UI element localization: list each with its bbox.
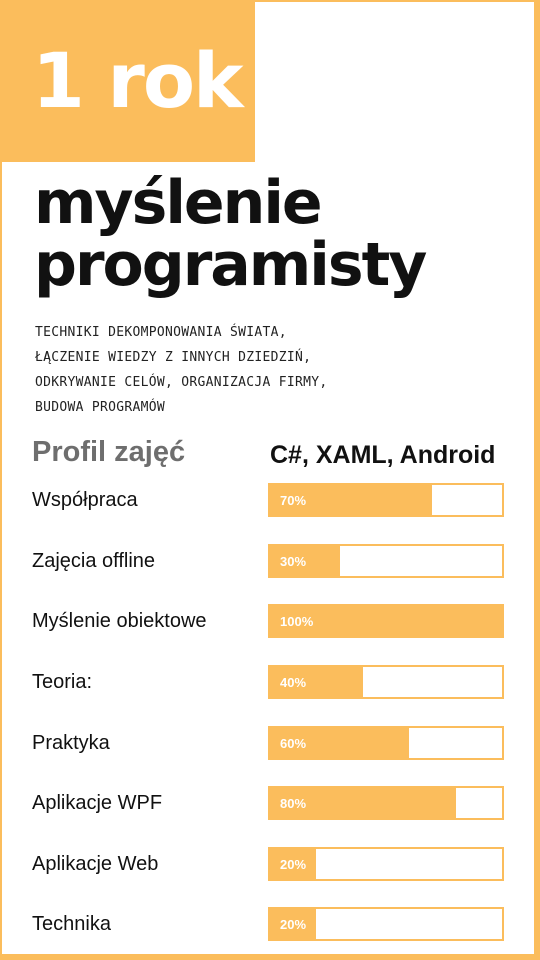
skill-label: Aplikacje Web <box>32 853 159 875</box>
page-title-line-1: myślenie <box>34 168 323 238</box>
skill-progress-bar: 60% <box>268 726 504 760</box>
course-description-line: BUDOWA PROGRAMÓW <box>35 400 166 415</box>
year-badge: 1 rok <box>2 2 255 162</box>
skill-progress-value: 80% <box>280 796 307 811</box>
skill-label: Zajęcia offline <box>32 550 156 572</box>
skill-progress-fill <box>270 485 433 515</box>
skill-progress-bar: 40% <box>268 665 504 699</box>
skill-row-wspolpraca: Współpraca 70% <box>2 483 540 523</box>
profile-heading: Profil zajęć <box>32 436 186 468</box>
skill-label: Aplikacje WPF <box>32 792 163 814</box>
skill-label: Myślenie obiektowe <box>32 610 207 632</box>
skill-label: Współpraca <box>32 489 138 511</box>
skill-progress-fill <box>270 667 363 697</box>
skill-progress-fill <box>270 909 317 939</box>
skill-progress-value: 60% <box>280 736 307 751</box>
skill-progress-bar: 80% <box>268 786 504 820</box>
skill-label: Praktyka <box>32 732 110 754</box>
skill-progress-value: 40% <box>280 675 307 690</box>
skill-progress-value: 70% <box>280 493 307 508</box>
skill-progress-value: 100% <box>280 614 314 629</box>
skill-row-technika: Technika 20% <box>2 907 540 947</box>
skill-progress-fill <box>270 606 502 636</box>
skill-progress-value: 20% <box>280 857 307 872</box>
technologies-heading: C#, XAML, Android <box>270 441 496 469</box>
page-title: myślenie programisty <box>34 168 427 300</box>
page-title-line-2: programisty <box>34 230 427 300</box>
skill-progress-bar: 20% <box>268 847 504 881</box>
skill-progress-fill <box>270 728 410 758</box>
skill-progress-fill <box>270 546 340 576</box>
course-description-line: TECHNIKI DEKOMPONOWANIA ŚWIATA, <box>35 325 287 340</box>
skill-progress-fill <box>270 788 456 818</box>
skill-progress-bar: 70% <box>268 483 504 517</box>
skill-row-zajecia-offline: Zajęcia offline 30% <box>2 544 540 584</box>
skill-progress-bar: 30% <box>268 544 504 578</box>
year-badge-text: 1 rok <box>32 36 244 125</box>
skill-progress-bar: 20% <box>268 907 504 941</box>
skill-progress-fill <box>270 849 317 879</box>
skill-progress-value: 30% <box>280 554 307 569</box>
skill-row-aplikacje-wpf: Aplikacje WPF 80% <box>2 786 540 826</box>
skill-row-aplikacje-web: Aplikacje Web 20% <box>2 847 540 887</box>
skill-label: Teoria: <box>32 671 93 693</box>
skill-progress-value: 20% <box>280 917 307 932</box>
course-description-line: ODKRYWANIE CELÓW, ORGANIZACJA FIRMY, <box>35 375 328 390</box>
course-description: TECHNIKI DEKOMPONOWANIA ŚWIATA, ŁĄCZENIE… <box>35 320 515 420</box>
content-panel: 1 rok myślenie programisty TECHNIKI DEKO… <box>2 2 534 954</box>
skill-row-teoria: Teoria: 40% <box>2 665 540 705</box>
skill-row-praktyka: Praktyka 60% <box>2 726 540 766</box>
course-description-line: ŁĄCZENIE WIEDZY Z INNYCH DZIEDZIŃ, <box>35 350 312 365</box>
skill-progress-bar: 100% <box>268 604 504 638</box>
skill-row-myslenie-obiektowe: Myślenie obiektowe 100% <box>2 604 540 644</box>
skill-label: Technika <box>32 913 111 935</box>
